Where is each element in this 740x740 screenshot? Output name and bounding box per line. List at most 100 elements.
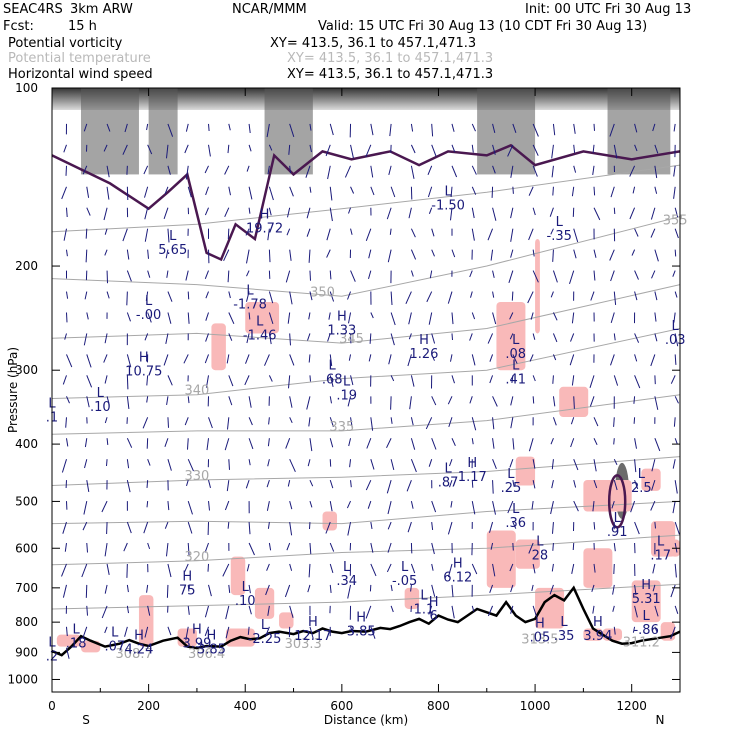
wind-extremum-type: L (657, 535, 665, 550)
wind-vector (84, 438, 88, 448)
wind-vector (492, 312, 497, 325)
pv-shade-patch (641, 468, 661, 491)
wind-vector (652, 584, 656, 592)
wind-vector (386, 480, 392, 494)
wind-vector (225, 605, 230, 620)
wind-vector (449, 479, 453, 488)
wind-vector (370, 417, 374, 431)
wind-vector (492, 144, 496, 155)
wind-vector (552, 522, 554, 534)
pv-dark-patch (477, 88, 536, 175)
wind-vector (431, 333, 436, 344)
wind-vector (228, 291, 231, 299)
wind-vector (531, 501, 534, 510)
wind-vector (307, 459, 311, 467)
wind-vector (265, 584, 270, 596)
project-label: SEAC4RS (3, 2, 63, 17)
wind-vector (106, 123, 111, 132)
wind-vector (410, 228, 416, 238)
wind-vector (309, 123, 312, 131)
wind-vector (613, 144, 618, 159)
wind-vector (431, 249, 435, 257)
wind-extremum-type: L (111, 626, 119, 641)
wind-vector (167, 312, 172, 324)
wind-vector (167, 459, 172, 471)
wind-vector (573, 228, 579, 243)
pv-shade-patch (322, 511, 338, 531)
wind-vector (287, 480, 291, 487)
wind-vector (674, 249, 677, 257)
wind-extremum-value: 28 (532, 549, 549, 564)
wind-vector (205, 375, 210, 388)
wind-vector (509, 459, 514, 468)
wind-vector (228, 333, 233, 341)
wind-vector (86, 186, 90, 198)
wind-vector (386, 207, 392, 220)
wind-extremum-value: .34 (336, 574, 357, 589)
plot-frame (51, 87, 681, 693)
wind-vector (228, 459, 230, 470)
wind-vector (267, 228, 270, 241)
wind-vector (184, 563, 189, 572)
wind-vector (490, 542, 494, 550)
wind-vector (532, 605, 538, 618)
wind-vector (634, 605, 638, 618)
wind-vector (185, 626, 189, 641)
wind-extremum-value: 3.85 (197, 642, 226, 657)
wind-vector (268, 207, 272, 216)
wind-vector (267, 521, 270, 529)
wind-vector (571, 312, 575, 324)
wind-vector (228, 375, 234, 387)
wind-vector (268, 186, 274, 201)
wind-vector (289, 605, 294, 618)
wind-vector (387, 249, 392, 263)
wind-vector (65, 291, 69, 299)
wind-vector (184, 144, 189, 154)
wind-vector (142, 417, 149, 429)
wind-vector (471, 501, 476, 515)
wind-vector (652, 563, 656, 574)
wind-vector (390, 417, 393, 424)
wind-vector (549, 207, 554, 217)
wind-vector (225, 626, 230, 639)
wind-vector (654, 626, 658, 633)
wind-vector (268, 249, 271, 263)
wind-vector (65, 207, 68, 218)
wind-vector (552, 396, 556, 407)
wind-vector (122, 144, 128, 155)
wind-vector (82, 165, 88, 175)
wind-vector (550, 291, 554, 298)
wind-vector (226, 354, 230, 364)
wind-vector (673, 123, 676, 132)
wind-vector (187, 584, 190, 592)
wind-vector (103, 144, 108, 152)
wind-vector (126, 375, 129, 390)
wind-vector (573, 480, 577, 488)
wind-vector (469, 333, 473, 341)
wind-vector (507, 500, 514, 514)
wind-vector (147, 144, 153, 155)
wind-vector (347, 291, 352, 300)
wind-vector (289, 500, 293, 510)
wind-vector (248, 123, 251, 134)
wind-extremum-value: .41 (505, 373, 526, 388)
wind-vector (431, 542, 435, 555)
wind-vector (86, 354, 92, 368)
wind-vector (370, 626, 376, 639)
wind-extremum-value: 2.5 (631, 481, 652, 496)
wind-vector (492, 396, 498, 407)
wind-vector (406, 479, 412, 492)
wind-vector (410, 584, 412, 592)
wind-vector (248, 396, 252, 408)
wind-vector (528, 228, 534, 241)
theta-label: 313.5 (521, 633, 558, 648)
wind-vector (365, 479, 372, 491)
wind-vector (528, 438, 534, 452)
wind-vector (146, 480, 149, 488)
wind-vector (569, 354, 575, 366)
wind-vector (552, 312, 558, 321)
wind-vector (144, 228, 149, 242)
wind-vector (167, 563, 172, 578)
wind-vector (593, 186, 596, 196)
wind-vector (204, 207, 209, 216)
